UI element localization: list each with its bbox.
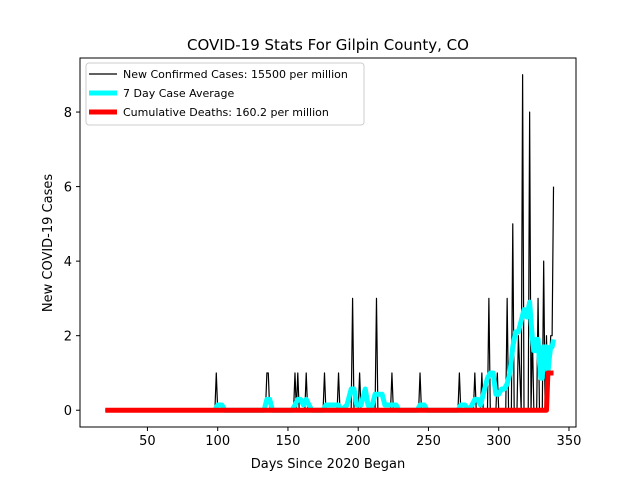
y-tick-label: 2 — [64, 330, 72, 345]
legend-entry-2: 7 Day Case Average — [123, 87, 235, 100]
x-tick-label: 200 — [346, 434, 371, 449]
x-tick-label: 100 — [205, 434, 230, 449]
y-tick-label: 4 — [64, 255, 72, 270]
plot-lines — [105, 74, 556, 413]
y-tick-label: 6 — [64, 181, 72, 196]
x-tick-label: 250 — [416, 434, 441, 449]
y-tick-label: 0 — [64, 404, 72, 419]
x-tick-label: 50 — [139, 434, 156, 449]
y-axis-label: New COVID-19 Cases — [41, 174, 56, 312]
x-tick-label: 350 — [557, 434, 582, 449]
series-line-3 — [105, 370, 554, 413]
legend-entry-3: Cumulative Deaths: 160.2 per million — [123, 106, 329, 119]
x-tick-label: 300 — [486, 434, 511, 449]
legend: New Confirmed Cases: 15500 per million 7 … — [85, 62, 365, 126]
x-axis-label: Days Since 2020 Began — [251, 457, 406, 472]
legend-entry-1: New Confirmed Cases: 15500 per million — [123, 68, 348, 81]
chart-title: COVID-19 Stats For Gilpin County, CO — [187, 36, 469, 54]
y-tick-label: 8 — [64, 106, 72, 121]
x-axis: 50 100 150 200 250 300 350 — [139, 427, 581, 449]
legend-box — [85, 62, 365, 126]
plot-frame — [79, 57, 577, 428]
y-axis: 0 2 4 6 8 — [64, 106, 80, 419]
x-tick-label: 150 — [276, 434, 301, 449]
